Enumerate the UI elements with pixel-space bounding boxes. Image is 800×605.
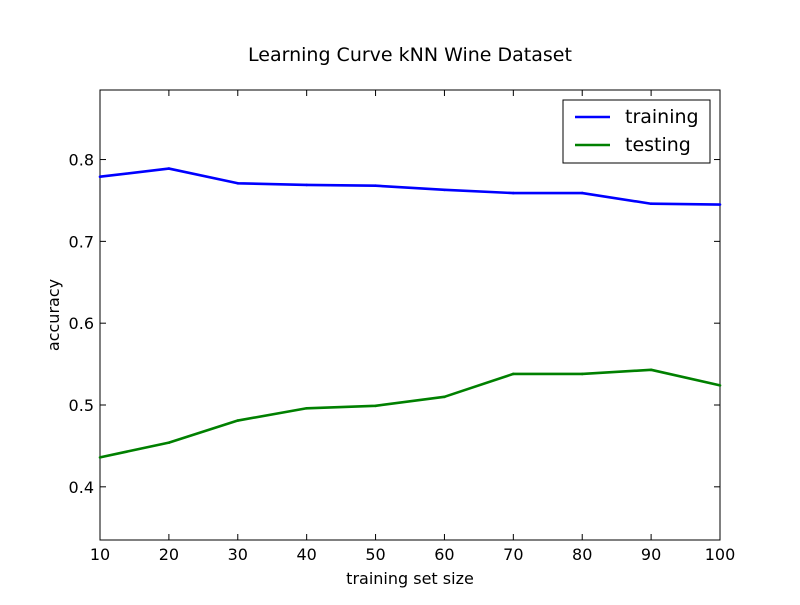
x-tick-label: 90 bbox=[641, 545, 661, 564]
data-point-testing bbox=[649, 368, 653, 372]
data-point-training bbox=[305, 183, 308, 187]
y-tick-label: 0.7 bbox=[69, 232, 94, 251]
x-tick-label: 70 bbox=[503, 545, 523, 564]
x-tick-label: 40 bbox=[296, 545, 316, 564]
data-point-testing bbox=[512, 372, 515, 376]
y-tick-label: 0.5 bbox=[69, 396, 94, 415]
y-tick-label: 0.6 bbox=[69, 314, 94, 333]
x-tick-label: 60 bbox=[434, 545, 454, 564]
x-tick-label: 10 bbox=[90, 545, 110, 564]
data-point-testing bbox=[580, 372, 584, 376]
data-point-training bbox=[649, 202, 653, 206]
plot-frame bbox=[99, 89, 721, 541]
data-point-testing bbox=[98, 456, 102, 459]
data-point-testing bbox=[236, 419, 240, 422]
series-line-training bbox=[99, 167, 721, 206]
plot-area: 10 20 30 40 50 60 70 80 90 100 0.4 0.5 0.6 0.7 0.8 bbox=[69, 89, 736, 564]
data-point-training bbox=[374, 184, 377, 188]
data-point-training bbox=[512, 191, 515, 195]
legend-label-training: training bbox=[625, 106, 699, 128]
x-tick-label: 30 bbox=[228, 545, 248, 564]
data-point-testing bbox=[305, 406, 308, 410]
data-point-testing bbox=[718, 384, 722, 387]
data-point-training bbox=[236, 181, 240, 185]
y-axis-label: accuracy bbox=[44, 279, 63, 351]
y-tick-label: 0.4 bbox=[69, 478, 94, 497]
series-line-testing bbox=[99, 368, 721, 459]
chart-title: Learning Curve kNN Wine Dataset bbox=[248, 44, 572, 66]
legend-label-testing: testing bbox=[625, 134, 691, 156]
data-point-training bbox=[98, 175, 102, 179]
data-point-testing bbox=[374, 404, 377, 408]
data-point-testing bbox=[443, 395, 446, 399]
x-tick-label: 100 bbox=[705, 545, 736, 564]
x-tick-label: 50 bbox=[365, 545, 385, 564]
x-tick-label: 20 bbox=[159, 545, 179, 564]
x-tick-label: 80 bbox=[572, 545, 592, 564]
legend-box bbox=[562, 99, 711, 164]
x-axis-label: training set size bbox=[346, 569, 474, 588]
legend: training testing bbox=[562, 99, 711, 164]
data-point-training bbox=[443, 188, 446, 192]
y-tick-label: 0.8 bbox=[69, 151, 94, 170]
data-point-training bbox=[167, 167, 171, 170]
data-point-testing bbox=[167, 441, 171, 444]
data-point-training bbox=[580, 191, 584, 195]
data-point-training bbox=[718, 203, 722, 206]
